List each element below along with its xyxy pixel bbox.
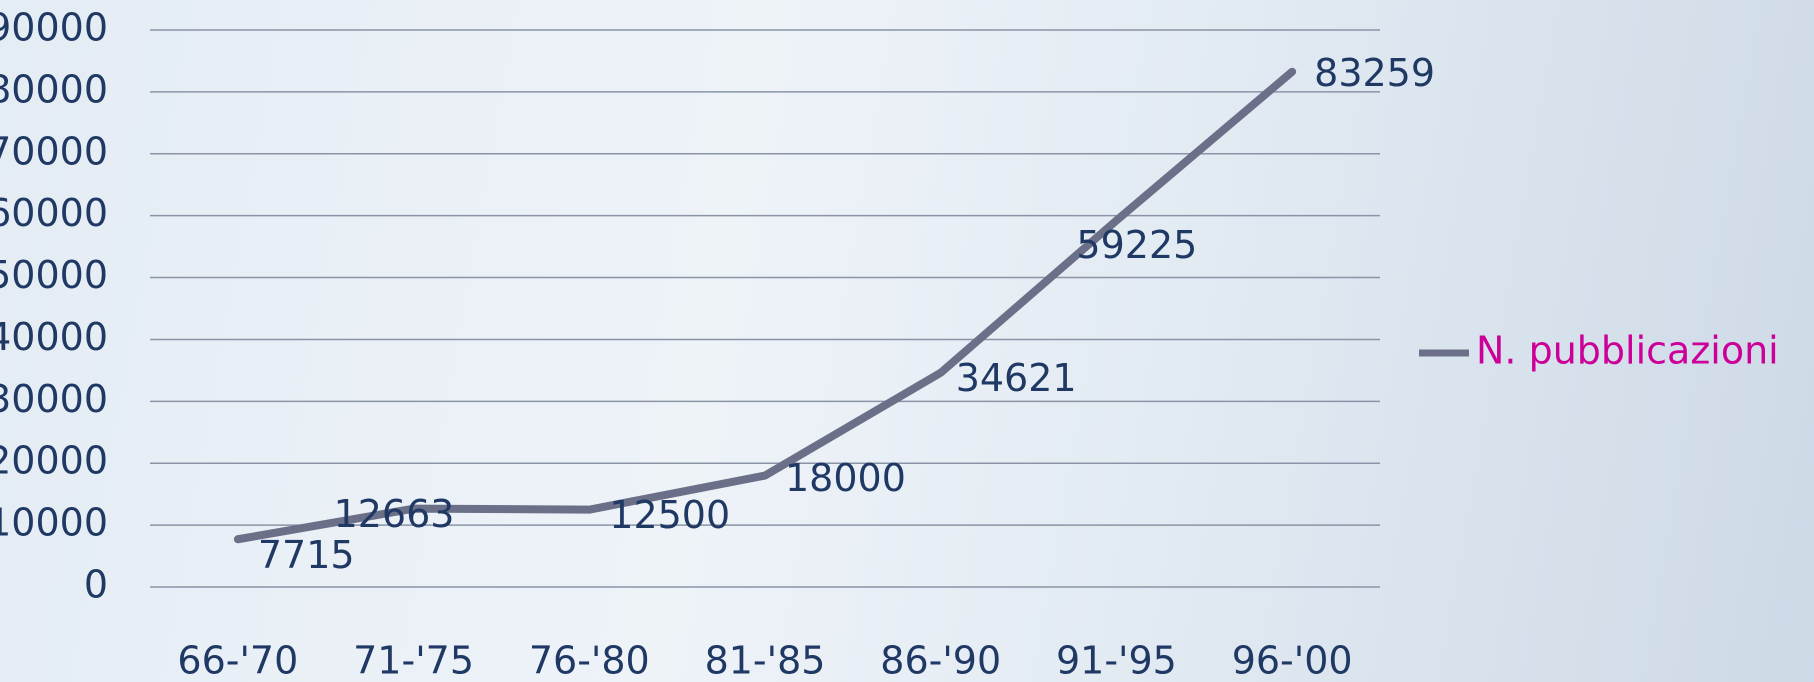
x-tick-label: 81-'85 <box>705 639 826 682</box>
data-label: 59225 <box>1076 223 1197 267</box>
x-tick-label: 96-'00 <box>1232 639 1353 682</box>
x-tick-label: 76-'80 <box>529 639 650 682</box>
y-tick-label: 60000 <box>0 191 108 235</box>
data-label: 18000 <box>785 456 906 500</box>
x-tick-label: 91-'95 <box>1056 639 1177 682</box>
y-tick-label: 80000 <box>0 67 108 111</box>
data-label: 7715 <box>258 533 355 577</box>
y-tick-label: 20000 <box>0 439 108 483</box>
y-tick-label: 50000 <box>0 253 108 297</box>
data-label: 12500 <box>609 493 730 537</box>
y-tick-label: 70000 <box>0 129 108 173</box>
data-label: 34621 <box>956 356 1077 400</box>
data-label: 12663 <box>334 492 455 536</box>
x-tick-label: 86-'90 <box>880 639 1001 682</box>
x-tick-label: 71-'75 <box>353 639 474 682</box>
legend-label: N. pubblicazioni <box>1476 329 1779 373</box>
y-tick-label: 0 <box>84 563 108 607</box>
y-tick-label: 90000 <box>0 6 108 50</box>
y-tick-label: 40000 <box>0 315 108 359</box>
y-tick-label: 30000 <box>0 377 108 421</box>
x-tick-label: 66-'70 <box>177 639 298 682</box>
data-label: 83259 <box>1314 51 1435 95</box>
data-line <box>233 67 1297 544</box>
y-tick-label: 10000 <box>0 501 108 545</box>
